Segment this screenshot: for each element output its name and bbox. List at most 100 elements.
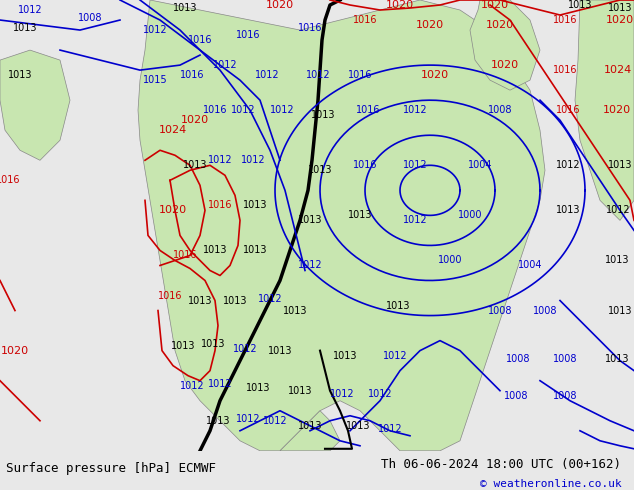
Text: 1013: 1013	[311, 110, 335, 120]
Text: 1013: 1013	[8, 70, 32, 80]
Text: 1012: 1012	[143, 25, 167, 35]
Text: 1012: 1012	[383, 351, 407, 361]
Text: Surface pressure [hPa] ECMWF: Surface pressure [hPa] ECMWF	[6, 462, 216, 475]
Text: 1012: 1012	[403, 216, 427, 225]
Text: 1008: 1008	[533, 306, 557, 316]
Text: 1012: 1012	[179, 381, 204, 391]
Text: 1013: 1013	[171, 341, 195, 351]
Text: 1013: 1013	[246, 383, 270, 392]
Text: 1020: 1020	[481, 0, 509, 10]
Text: 1008: 1008	[506, 354, 530, 364]
Text: 1000: 1000	[437, 255, 462, 266]
Text: 1012: 1012	[208, 379, 232, 389]
Text: 1013: 1013	[13, 23, 37, 33]
Text: 1020: 1020	[266, 0, 294, 10]
Polygon shape	[138, 0, 545, 451]
Text: 1012: 1012	[262, 416, 287, 426]
Text: 1008: 1008	[488, 306, 512, 316]
Text: 1020: 1020	[603, 105, 631, 115]
Text: 1012: 1012	[18, 5, 42, 15]
Text: 1012: 1012	[605, 205, 630, 216]
Text: 1012: 1012	[233, 343, 257, 354]
Text: 1013: 1013	[608, 160, 632, 171]
Text: 1012: 1012	[255, 70, 280, 80]
Polygon shape	[470, 0, 540, 90]
Text: 1013: 1013	[243, 245, 268, 255]
Text: 1016: 1016	[353, 160, 377, 171]
Text: 1008: 1008	[78, 13, 102, 23]
Text: 1013: 1013	[288, 386, 313, 396]
Text: 1008: 1008	[553, 391, 577, 401]
Text: 1020: 1020	[421, 70, 449, 80]
Text: 1024: 1024	[604, 65, 632, 75]
Text: 1013: 1013	[206, 416, 230, 426]
Text: 1020: 1020	[159, 205, 187, 216]
Text: 1013: 1013	[346, 421, 370, 431]
Text: 1016: 1016	[348, 70, 372, 80]
Text: 1016: 1016	[208, 200, 232, 210]
Text: 1013: 1013	[243, 200, 268, 210]
Text: 1012: 1012	[330, 389, 354, 399]
Text: 1000: 1000	[458, 210, 482, 221]
Text: 1013: 1013	[307, 165, 332, 175]
Text: 1008: 1008	[488, 105, 512, 115]
Text: 1012: 1012	[269, 105, 294, 115]
Text: 1013: 1013	[608, 3, 632, 13]
Text: 1013: 1013	[268, 345, 292, 356]
Text: 1012: 1012	[403, 105, 427, 115]
Text: 1012: 1012	[306, 70, 330, 80]
Text: 1013: 1013	[201, 339, 225, 348]
Text: 1013: 1013	[333, 351, 357, 361]
Text: 1016: 1016	[353, 15, 377, 25]
Text: 1016: 1016	[236, 30, 260, 40]
Text: 1008: 1008	[553, 354, 577, 364]
Text: 1012: 1012	[368, 389, 392, 399]
Text: 1016: 1016	[172, 250, 197, 261]
Text: 1013: 1013	[568, 0, 592, 10]
Text: 1016: 1016	[556, 105, 580, 115]
Text: 1013: 1013	[385, 300, 410, 311]
Text: 1015: 1015	[143, 75, 167, 85]
Text: 1004: 1004	[518, 261, 542, 270]
Text: 1013: 1013	[223, 295, 247, 306]
Text: 1013: 1013	[298, 421, 322, 431]
Text: 1013: 1013	[203, 245, 227, 255]
Text: 1013: 1013	[298, 216, 322, 225]
Text: 1016: 1016	[180, 70, 204, 80]
Text: 1013: 1013	[556, 205, 580, 216]
Text: 1013: 1013	[188, 295, 212, 306]
Text: 1016: 1016	[203, 105, 227, 115]
Text: 1012: 1012	[298, 261, 322, 270]
Polygon shape	[0, 50, 70, 160]
Text: 1004: 1004	[468, 160, 492, 171]
Polygon shape	[280, 411, 340, 451]
Text: 1020: 1020	[486, 20, 514, 30]
Text: 1013: 1013	[283, 306, 307, 316]
Text: 1012: 1012	[257, 294, 282, 303]
Text: Th 06-06-2024 18:00 UTC (00+162): Th 06-06-2024 18:00 UTC (00+162)	[381, 458, 621, 471]
Text: 1012: 1012	[208, 155, 232, 165]
Text: 1012: 1012	[241, 155, 265, 165]
Text: 1016: 1016	[158, 291, 182, 300]
Text: 1020: 1020	[1, 345, 29, 356]
Text: 1016: 1016	[298, 23, 322, 33]
Text: 1020: 1020	[416, 20, 444, 30]
Text: 1013: 1013	[605, 354, 630, 364]
Text: 1008: 1008	[504, 391, 528, 401]
Text: 1020: 1020	[386, 0, 414, 10]
Text: 1016: 1016	[356, 105, 380, 115]
Polygon shape	[575, 0, 634, 220]
Text: 1012: 1012	[236, 414, 261, 424]
Text: 1012: 1012	[403, 160, 427, 171]
Text: 1012: 1012	[378, 424, 403, 434]
Text: 1020: 1020	[181, 115, 209, 125]
Text: 1013: 1013	[348, 210, 372, 221]
Text: 1020: 1020	[606, 15, 634, 25]
Text: 1020: 1020	[491, 60, 519, 70]
Text: 1024: 1024	[159, 125, 187, 135]
Text: 1016: 1016	[188, 35, 212, 45]
Text: 1016: 1016	[553, 15, 577, 25]
Text: 1012: 1012	[212, 60, 237, 70]
Text: 1012: 1012	[555, 160, 580, 171]
Text: 1016: 1016	[553, 65, 577, 75]
